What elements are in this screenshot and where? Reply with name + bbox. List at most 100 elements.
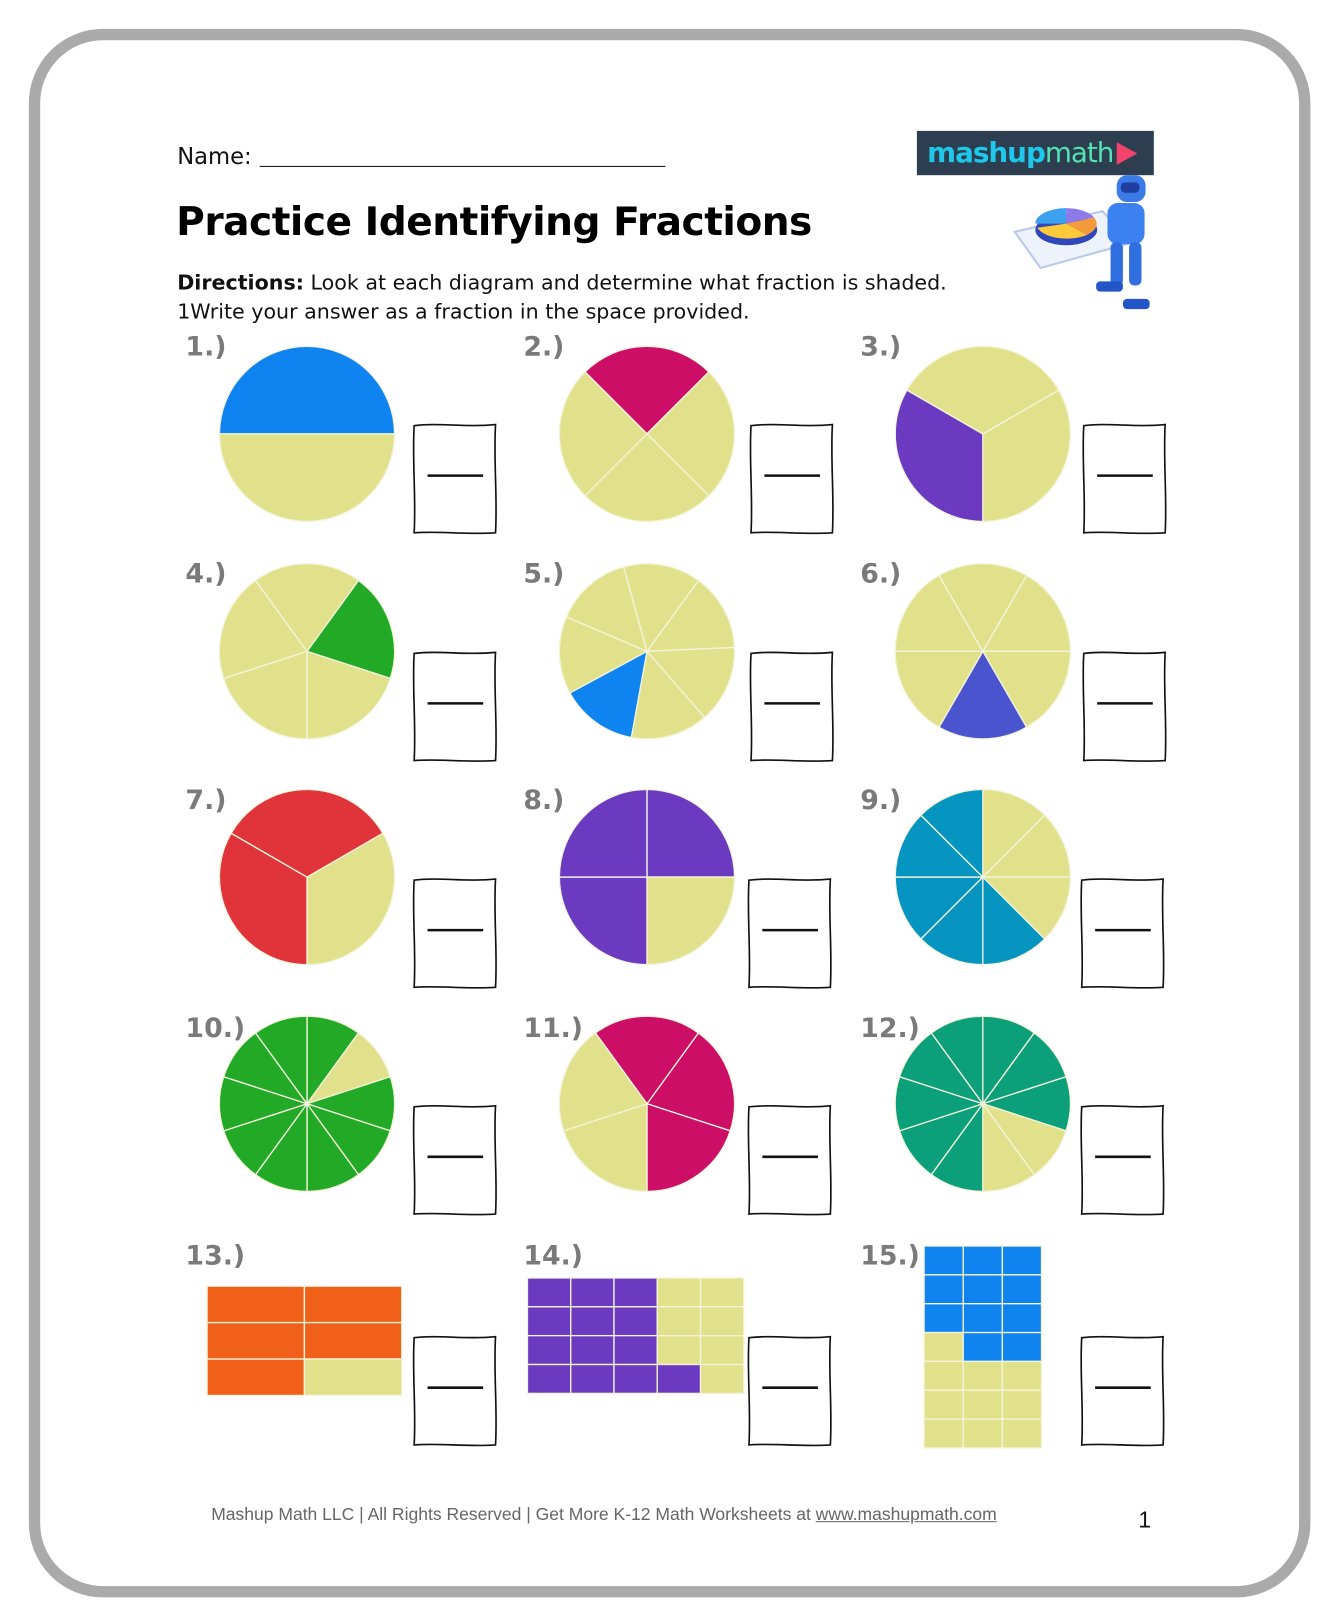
unshaded-slice xyxy=(938,563,1028,653)
unshaded-cell xyxy=(923,1418,964,1449)
unshaded-slice xyxy=(981,574,1072,653)
unshaded-slice xyxy=(622,563,700,653)
unshaded-slice xyxy=(982,389,1072,523)
unshaded-slice xyxy=(306,650,392,740)
page-title: Practice Identifying Fractions xyxy=(176,198,812,245)
problem-label: 4.) xyxy=(185,558,227,590)
problem-label: 12.) xyxy=(860,1013,920,1044)
logo-text-bold: mashup xyxy=(927,137,1046,170)
problem-label: 2.) xyxy=(523,331,565,363)
shaded-cell xyxy=(570,1277,615,1308)
name-field-line[interactable] xyxy=(259,165,666,167)
unshaded-slice xyxy=(981,814,1072,878)
answer-box[interactable] xyxy=(412,878,497,989)
shaded-cell xyxy=(570,1334,615,1366)
shaded-slice xyxy=(646,788,736,878)
shaded-cell xyxy=(613,1363,658,1395)
shaded-cell xyxy=(1001,1331,1043,1363)
answer-box[interactable] xyxy=(1080,878,1165,989)
unshaded-cell xyxy=(962,1418,1004,1449)
shaded-cell xyxy=(526,1363,572,1395)
shaded-cell xyxy=(570,1363,615,1395)
unshaded-cell xyxy=(656,1277,702,1308)
unshaded-slice xyxy=(218,433,396,523)
shaded-slice xyxy=(568,650,648,739)
unshaded-cell xyxy=(699,1363,745,1395)
answer-box[interactable] xyxy=(1082,423,1167,535)
logo-text-light: math xyxy=(1044,137,1115,170)
unshaded-cell xyxy=(1001,1389,1043,1420)
unshaded-slice xyxy=(646,876,736,966)
robot-with-pie-chart-illustration xyxy=(1013,175,1150,310)
problem-label: 6.) xyxy=(860,558,902,590)
problem-label: 9.) xyxy=(860,785,902,817)
shaded-slice xyxy=(305,579,396,680)
problem-label: 7.) xyxy=(185,785,227,817)
problem-9-diagram xyxy=(894,788,1072,966)
unshaded-cell xyxy=(1001,1360,1043,1391)
shaded-slice xyxy=(254,1015,308,1106)
unshaded-slice xyxy=(906,345,1060,435)
answer-box[interactable] xyxy=(1080,1335,1165,1447)
answer-box[interactable] xyxy=(1082,651,1167,763)
answer-box[interactable] xyxy=(749,423,834,535)
footer-link[interactable]: www.mashupmath.com xyxy=(815,1504,997,1525)
answer-box[interactable] xyxy=(747,1104,832,1216)
shaded-cell xyxy=(303,1321,403,1360)
unshaded-slice xyxy=(981,650,1072,729)
answer-box[interactable] xyxy=(747,1335,832,1447)
unshaded-cell xyxy=(656,1306,702,1337)
problem-label: 3.) xyxy=(860,331,902,363)
shaded-cell xyxy=(206,1358,306,1397)
shaded-slice xyxy=(594,1015,700,1105)
shaded-slice xyxy=(584,345,710,435)
unshaded-slice xyxy=(562,1102,648,1193)
problem-5-diagram xyxy=(558,563,736,740)
problem-label: 14.) xyxy=(523,1240,584,1272)
problem-6-diagram xyxy=(894,563,1072,740)
answer-box[interactable] xyxy=(412,1335,497,1447)
problem-label: 10.) xyxy=(185,1013,246,1044)
shaded-cell xyxy=(526,1334,572,1366)
unshaded-slice xyxy=(558,616,649,694)
problem-1-diagram xyxy=(218,345,396,523)
shaded-cell xyxy=(613,1277,658,1308)
shaded-slice xyxy=(558,876,648,966)
directions-text-1: Look at each diagram and determine what … xyxy=(303,270,947,295)
directions-text-2: 1Write your answer as a fraction in the … xyxy=(177,298,750,324)
shaded-slice xyxy=(558,788,648,878)
problem-4-diagram xyxy=(218,563,396,740)
shaded-cell xyxy=(526,1277,572,1308)
shaded-cell xyxy=(1001,1274,1043,1305)
unshaded-cell xyxy=(923,1331,964,1363)
shaded-cell xyxy=(962,1245,1004,1276)
shaded-cell xyxy=(206,1285,306,1324)
problem-label: 11.) xyxy=(523,1013,584,1044)
answer-box[interactable] xyxy=(1080,1104,1165,1216)
shaded-slice xyxy=(645,1031,736,1132)
shaded-slice xyxy=(218,832,308,966)
shaded-cell xyxy=(526,1306,572,1337)
answer-box[interactable] xyxy=(749,651,834,763)
shaded-cell xyxy=(206,1321,306,1360)
unshaded-cell xyxy=(923,1389,964,1420)
unshaded-slice xyxy=(981,876,1072,940)
robot-body xyxy=(1107,203,1145,245)
answer-box[interactable] xyxy=(412,423,497,535)
shaded-cell xyxy=(923,1274,964,1305)
answer-box[interactable] xyxy=(747,878,832,989)
unshaded-cell xyxy=(303,1358,403,1397)
shaded-cell xyxy=(962,1303,1004,1334)
unshaded-cell xyxy=(962,1360,1004,1391)
shaded-slice xyxy=(930,1015,984,1106)
shaded-cell xyxy=(962,1331,1004,1363)
shaded-slice xyxy=(646,1102,732,1193)
answer-box[interactable] xyxy=(412,651,497,763)
unshaded-slice xyxy=(645,646,736,719)
unshaded-cell xyxy=(923,1360,964,1391)
problem-label: 5.) xyxy=(523,558,565,590)
shaded-cell xyxy=(303,1285,403,1324)
answer-box[interactable] xyxy=(412,1104,497,1216)
shaded-slice xyxy=(919,788,984,879)
